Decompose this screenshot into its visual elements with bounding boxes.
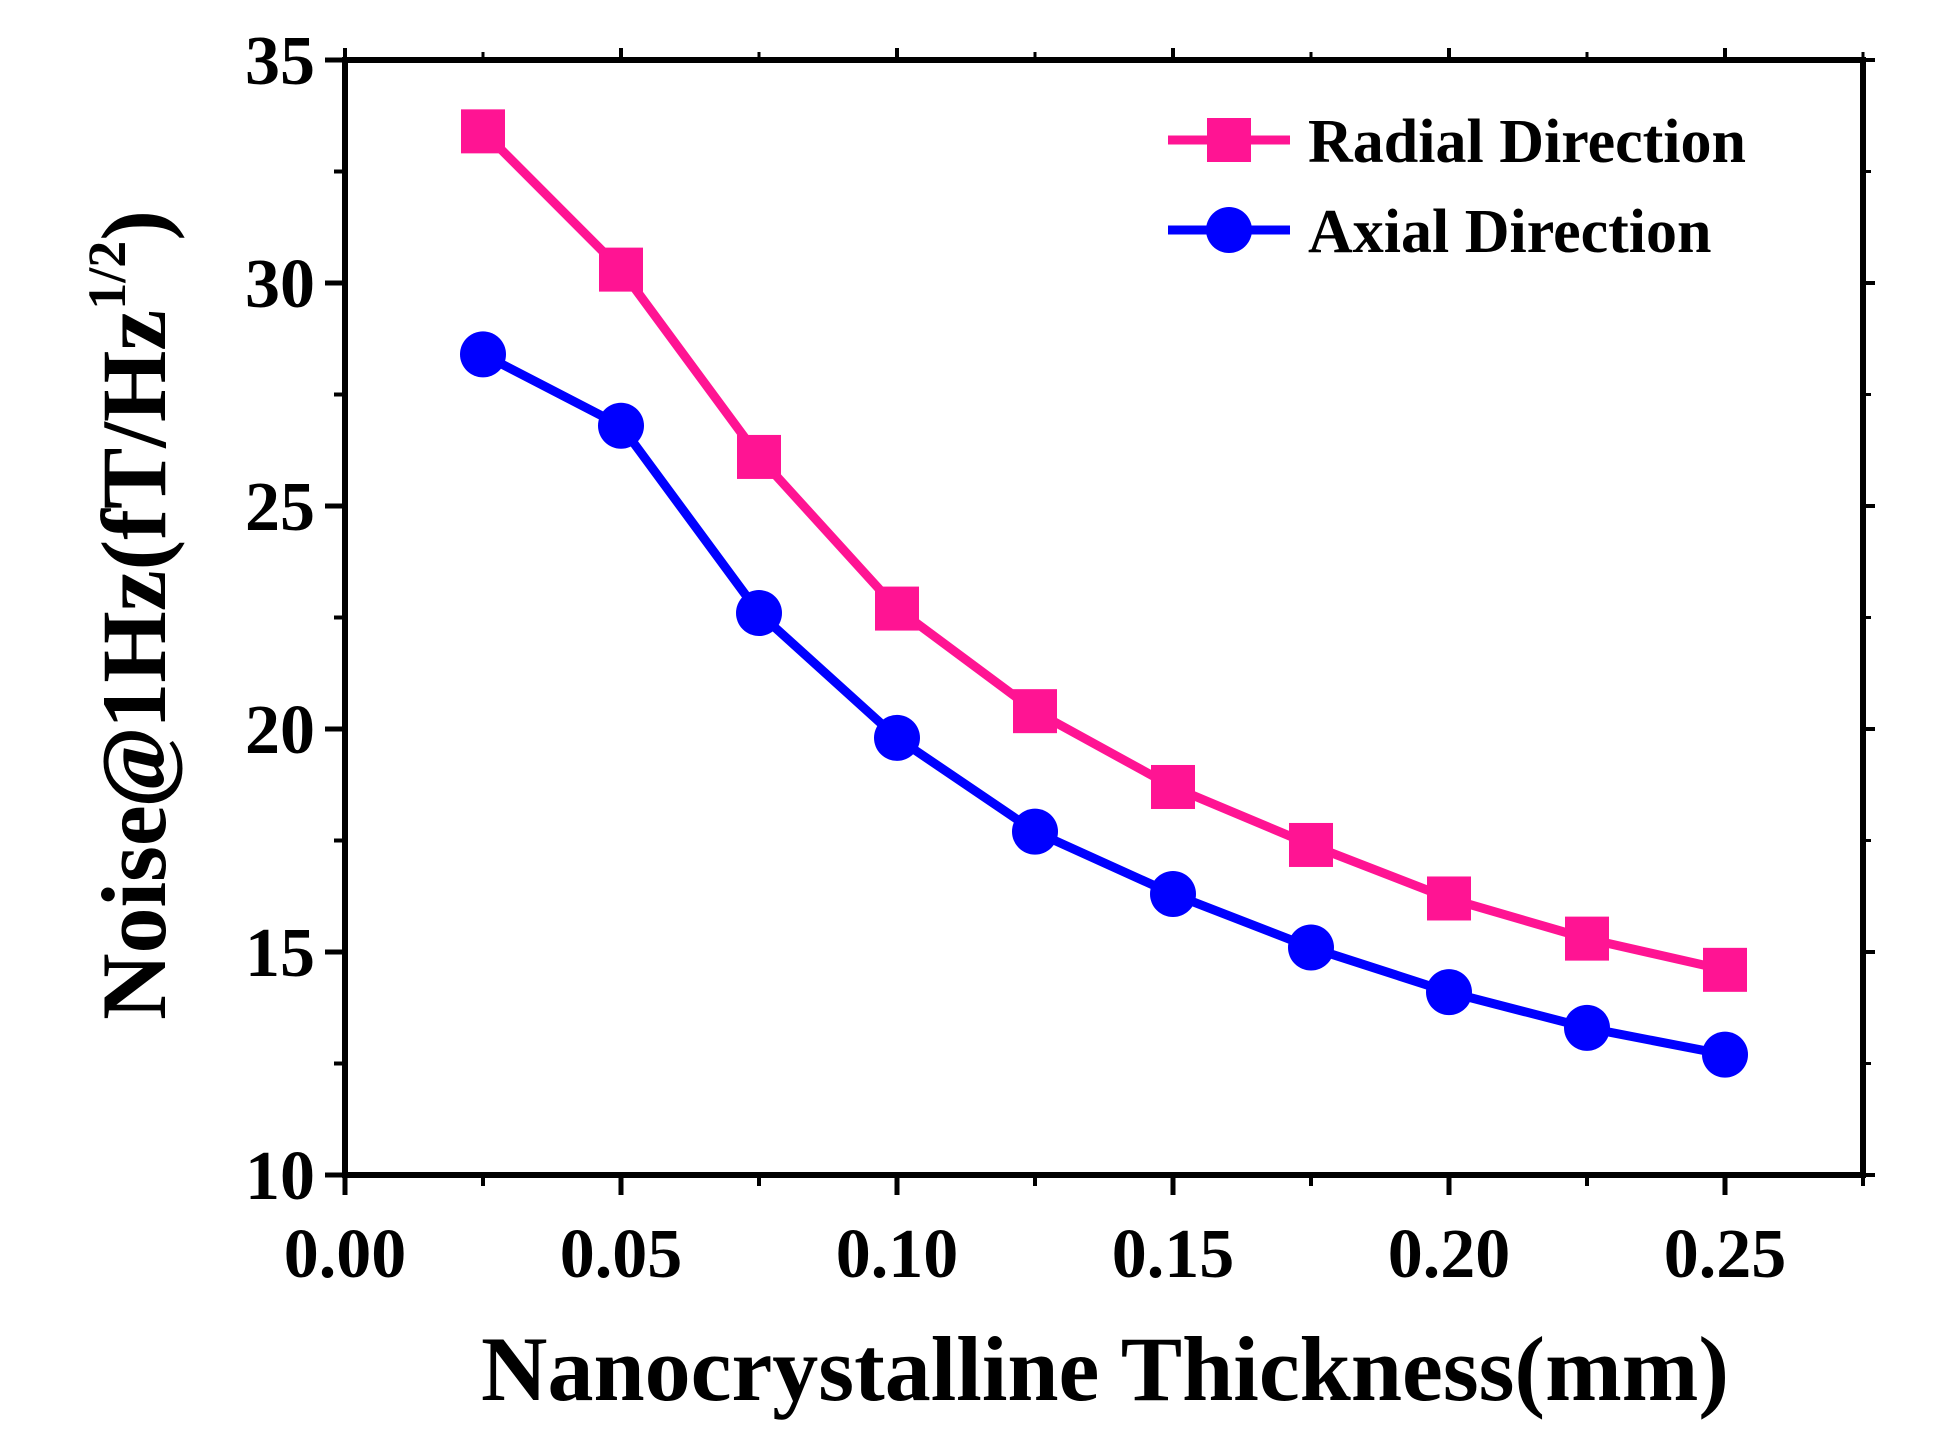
y-axis-title-prefix: Noise xyxy=(83,805,185,1020)
legend-label-radial-direction: Radial Direction xyxy=(1308,108,1746,176)
data-point-axial-direction xyxy=(1150,871,1196,918)
svg-text:Noise@1Hz(fT/Hz1/2): Noise@1Hz(fT/Hz1/2) xyxy=(77,210,185,1020)
data-point-axial-direction xyxy=(1288,924,1334,971)
series-line-radial-direction xyxy=(479,128,1726,975)
x-tick-label: 0.25 xyxy=(1664,1216,1787,1293)
x-tick-label: 0.00 xyxy=(284,1216,407,1293)
data-point-axial-direction xyxy=(736,590,782,637)
legend-label-axial-direction: Axial Direction xyxy=(1308,198,1712,266)
data-point-axial-direction xyxy=(874,714,920,761)
x-axis-title: Nanocrystalline Thickness(mm) xyxy=(481,1318,1729,1420)
data-point-axial-direction xyxy=(1702,1031,1748,1078)
series-line-axial-direction xyxy=(480,350,1726,1059)
x-tick-label: 0.05 xyxy=(560,1216,683,1293)
x-tick-label: 0.10 xyxy=(836,1216,959,1293)
y-axis-title-units: (fT/Hz xyxy=(83,310,185,571)
legend-marker-axial-direction xyxy=(1206,207,1252,253)
y-tick-label: 10 xyxy=(245,1138,315,1215)
data-point-radial-direction xyxy=(875,586,919,631)
legend-marker-radial-direction xyxy=(1207,118,1251,162)
data-point-axial-direction xyxy=(1426,969,1472,1016)
data-point-radial-direction xyxy=(599,247,643,292)
data-point-radial-direction xyxy=(1703,947,1747,992)
y-tick-label: 15 xyxy=(245,915,315,992)
data-point-axial-direction xyxy=(598,402,644,449)
x-tick-label: 0.15 xyxy=(1112,1216,1235,1293)
data-point-axial-direction xyxy=(460,331,506,378)
data-point-axial-direction xyxy=(1564,1004,1610,1051)
y-axis-title: Noise@1Hz(fT/Hz1/2) xyxy=(77,210,185,1020)
y-axis-title-close: ) xyxy=(83,210,185,241)
data-point-radial-direction xyxy=(461,109,505,154)
data-point-radial-direction xyxy=(737,434,781,479)
data-point-axial-direction xyxy=(1012,808,1058,855)
data-point-radial-direction xyxy=(1565,916,1609,961)
y-tick-label: 35 xyxy=(245,23,315,100)
plot-area: 0.00 0.05 0.10 0.15 0.20 0.25 10 15 20 25 30 35 Radi… xyxy=(245,23,1875,1293)
y-tick-label: 25 xyxy=(245,469,315,546)
data-point-radial-direction xyxy=(1151,764,1195,809)
y-tick-label: 20 xyxy=(245,692,315,769)
x-tick-label: 0.20 xyxy=(1388,1216,1511,1293)
data-point-radial-direction xyxy=(1427,876,1471,921)
y-axis-title-freq: 1Hz xyxy=(83,570,185,728)
y-axis-title-at: @ xyxy=(83,729,185,806)
data-point-radial-direction xyxy=(1289,822,1333,867)
y-axis-title-exponent: 1/2 xyxy=(77,241,137,310)
y-tick-label: 30 xyxy=(245,246,315,323)
data-point-radial-direction xyxy=(1013,689,1057,734)
